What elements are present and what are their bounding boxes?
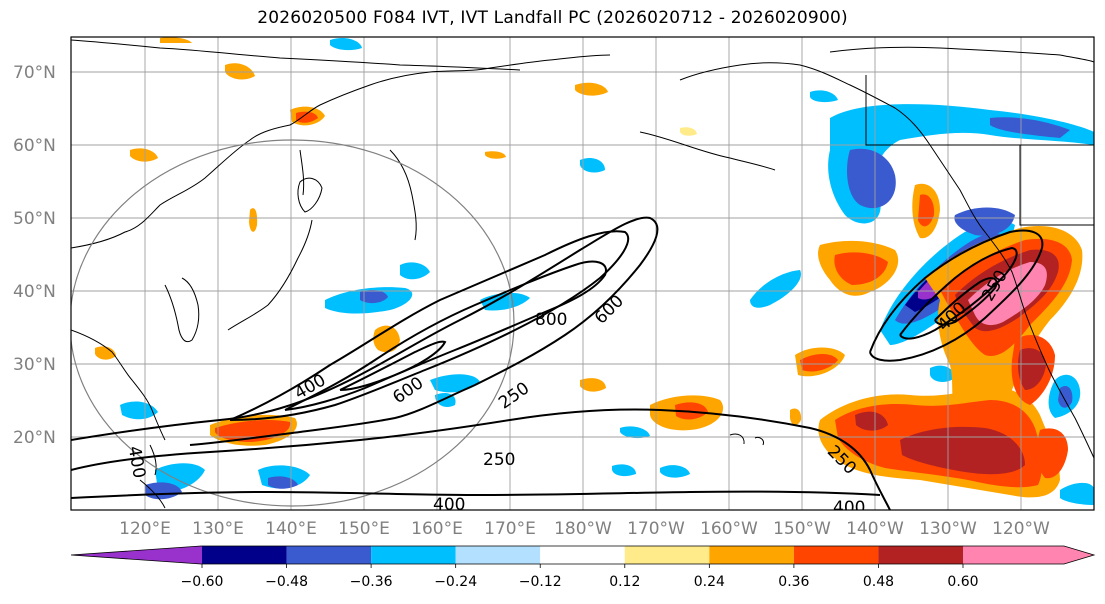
coastlines <box>71 39 1094 509</box>
colorbar-tick-label: −0.36 <box>350 574 393 590</box>
lon-label: 160°W <box>700 519 758 539</box>
colorbar-segment <box>793 546 879 564</box>
lat-label: 20°N <box>13 428 56 448</box>
contour-label: 400 <box>833 498 865 518</box>
colorbar: −0.60 −0.48 −0.36 −0.24 −0.12 0.12 0.24 0.36 0.4… <box>70 545 1096 590</box>
lat-label: 60°N <box>13 136 56 156</box>
colorbar-tick-label: −0.60 <box>181 574 224 590</box>
colorbar-tick-label: −0.24 <box>434 574 477 590</box>
colorbar-segment <box>286 546 372 564</box>
lat-label: 30°N <box>13 355 56 375</box>
lon-label: 170°W <box>627 519 685 539</box>
contour-label: 250 <box>483 450 515 470</box>
lon-label: 120°E <box>119 519 171 539</box>
colorbar-segment <box>709 546 794 564</box>
colorbar-outline <box>70 545 1096 565</box>
lon-label: 140°E <box>265 519 317 539</box>
longitude-labels: 120°E 130°E 140°E 150°E 160°E 170°E 180°… <box>119 519 1050 539</box>
map-frame <box>70 36 1095 511</box>
lon-label: 130°W <box>919 519 977 539</box>
colorbar-tick-label: 0.48 <box>863 574 894 590</box>
colorbar-extend-high <box>1064 546 1094 564</box>
lon-label: 160°E <box>411 519 463 539</box>
colorbar-extend-low <box>71 546 201 564</box>
lon-label: 170°E <box>484 519 536 539</box>
lat-label: 40°N <box>13 282 56 302</box>
lon-label: 140°W <box>846 519 904 539</box>
map-panel[interactable]: 800 600 400 600 250 250 400 400 250 400 … <box>70 37 1094 518</box>
colorbar-segment <box>371 546 456 564</box>
lon-label: 120°W <box>992 519 1050 539</box>
domain-circle <box>71 139 515 507</box>
colorbar-tick-label: 0.12 <box>609 574 640 590</box>
colorbar-tick-label: −0.48 <box>265 574 308 590</box>
lat-label: 50°N <box>13 209 56 229</box>
lon-label: 150°E <box>338 519 390 539</box>
colorbar-tick-label: 0.24 <box>694 574 725 590</box>
contour-label: 800 <box>535 310 567 330</box>
lon-label: 150°W <box>773 519 831 539</box>
colorbar-segment <box>455 546 541 564</box>
latitude-labels: 70°N 60°N 50°N 40°N 30°N 20°N <box>13 63 56 448</box>
colorbar-tick-label: 0.36 <box>778 574 809 590</box>
lon-label: 180°W <box>554 519 612 539</box>
colorbar-segment <box>202 546 287 564</box>
colorbar-segment <box>878 546 963 564</box>
lat-label: 70°N <box>13 63 56 83</box>
colorbar-segment <box>963 546 1064 564</box>
lon-label: 130°E <box>192 519 244 539</box>
colorbar-segment <box>624 546 710 564</box>
ivt-contours <box>71 216 1044 510</box>
map-title: 2026020500 F084 IVT, IVT Landfall PC (20… <box>257 8 848 28</box>
contour-label: 400 <box>433 495 465 515</box>
colorbar-tick-label: −0.12 <box>519 574 562 590</box>
colorbar-segment <box>540 546 625 564</box>
colorbar-tick-label: 0.60 <box>947 574 978 590</box>
colorbar-segment <box>201 546 202 564</box>
